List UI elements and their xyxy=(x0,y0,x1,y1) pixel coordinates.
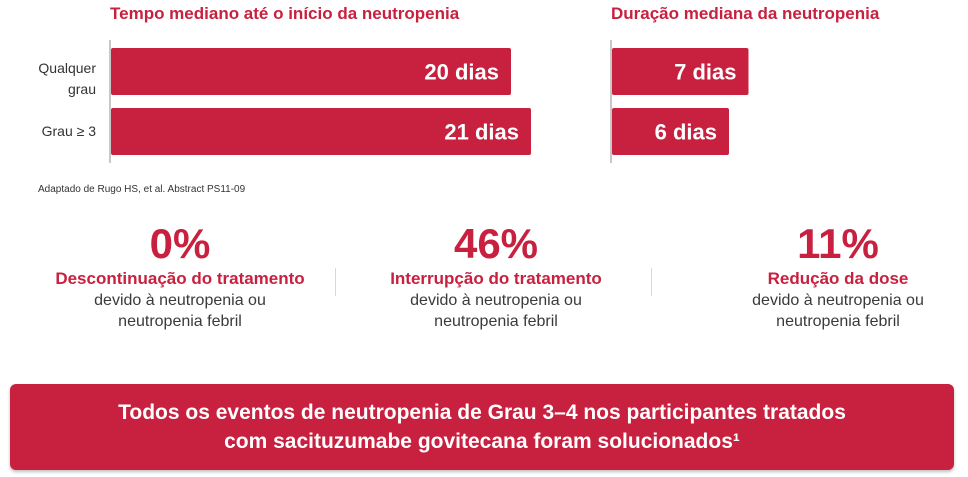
bar-label-time-to-onset-grade3: 21 dias xyxy=(444,120,519,145)
stat-discontinuation-desc-line2: neutropenia febril xyxy=(118,313,242,330)
stat-dose-reduction-desc-line1: devido à neutropenia ou xyxy=(752,292,924,309)
stat-discontinuation: 0% Descontinuação do tratamento devido à… xyxy=(30,220,330,332)
stat-discontinuation-desc-line1: devido à neutropenia ou xyxy=(94,292,266,309)
stat-interruption: 46% Interrupção do tratamento devido à n… xyxy=(346,220,646,332)
chart-title-time-to-onset: Tempo mediano até o início da neutropeni… xyxy=(110,4,460,23)
stat-separator xyxy=(335,268,336,296)
category-label-any-grade: Qualquer grau xyxy=(38,58,96,100)
bar-charts: 20 dias 21 dias 7 dias 6 dias xyxy=(109,40,749,163)
category-label-any-grade-line2: grau xyxy=(67,81,96,97)
category-label-grade3: Grau ≥ 3 xyxy=(41,123,96,139)
stat-interruption-desc-line1: devido à neutropenia ou xyxy=(410,292,582,309)
bar-label-duration-any-grade: 7 dias xyxy=(674,60,736,85)
source-note: Adaptado de Rugo HS, et al. Abstract PS1… xyxy=(38,184,246,195)
stat-dose-reduction-heading: Redução da dose xyxy=(767,269,909,288)
bar-label-duration-grade3: 6 dias xyxy=(655,120,717,145)
summary-banner-line2: com sacituzumabe govitecana foram soluci… xyxy=(224,430,740,453)
stat-interruption-desc-line2: neutropenia febril xyxy=(434,313,558,330)
category-label-any-grade-line1: Qualquer xyxy=(38,60,96,76)
stat-discontinuation-heading: Descontinuação do tratamento xyxy=(55,269,305,288)
bar-label-time-to-onset-any-grade: 20 dias xyxy=(424,60,499,85)
bar-time-to-onset-any-grade xyxy=(111,48,511,95)
stat-interruption-percent: 46% xyxy=(453,220,539,267)
summary-banner: Todos os eventos de neutropenia de Grau … xyxy=(10,384,954,470)
summary-banner-line1: Todos os eventos de neutropenia de Grau … xyxy=(118,401,846,424)
bar-time-to-onset-grade3 xyxy=(111,108,531,155)
bar-duration-any-grade xyxy=(612,48,749,95)
chart-title-duration: Duração mediana da neutropenia xyxy=(611,4,880,23)
bar-duration-grade3 xyxy=(612,108,729,155)
stat-dose-reduction-percent: 11% xyxy=(797,220,879,267)
stat-dose-reduction: 11% Redução da dose devido à neutropenia… xyxy=(688,220,968,332)
stat-dose-reduction-desc-line2: neutropenia febril xyxy=(776,313,900,330)
stat-separator xyxy=(651,268,652,296)
stat-discontinuation-percent: 0% xyxy=(149,220,211,267)
stat-interruption-heading: Interrupção do tratamento xyxy=(390,269,602,288)
